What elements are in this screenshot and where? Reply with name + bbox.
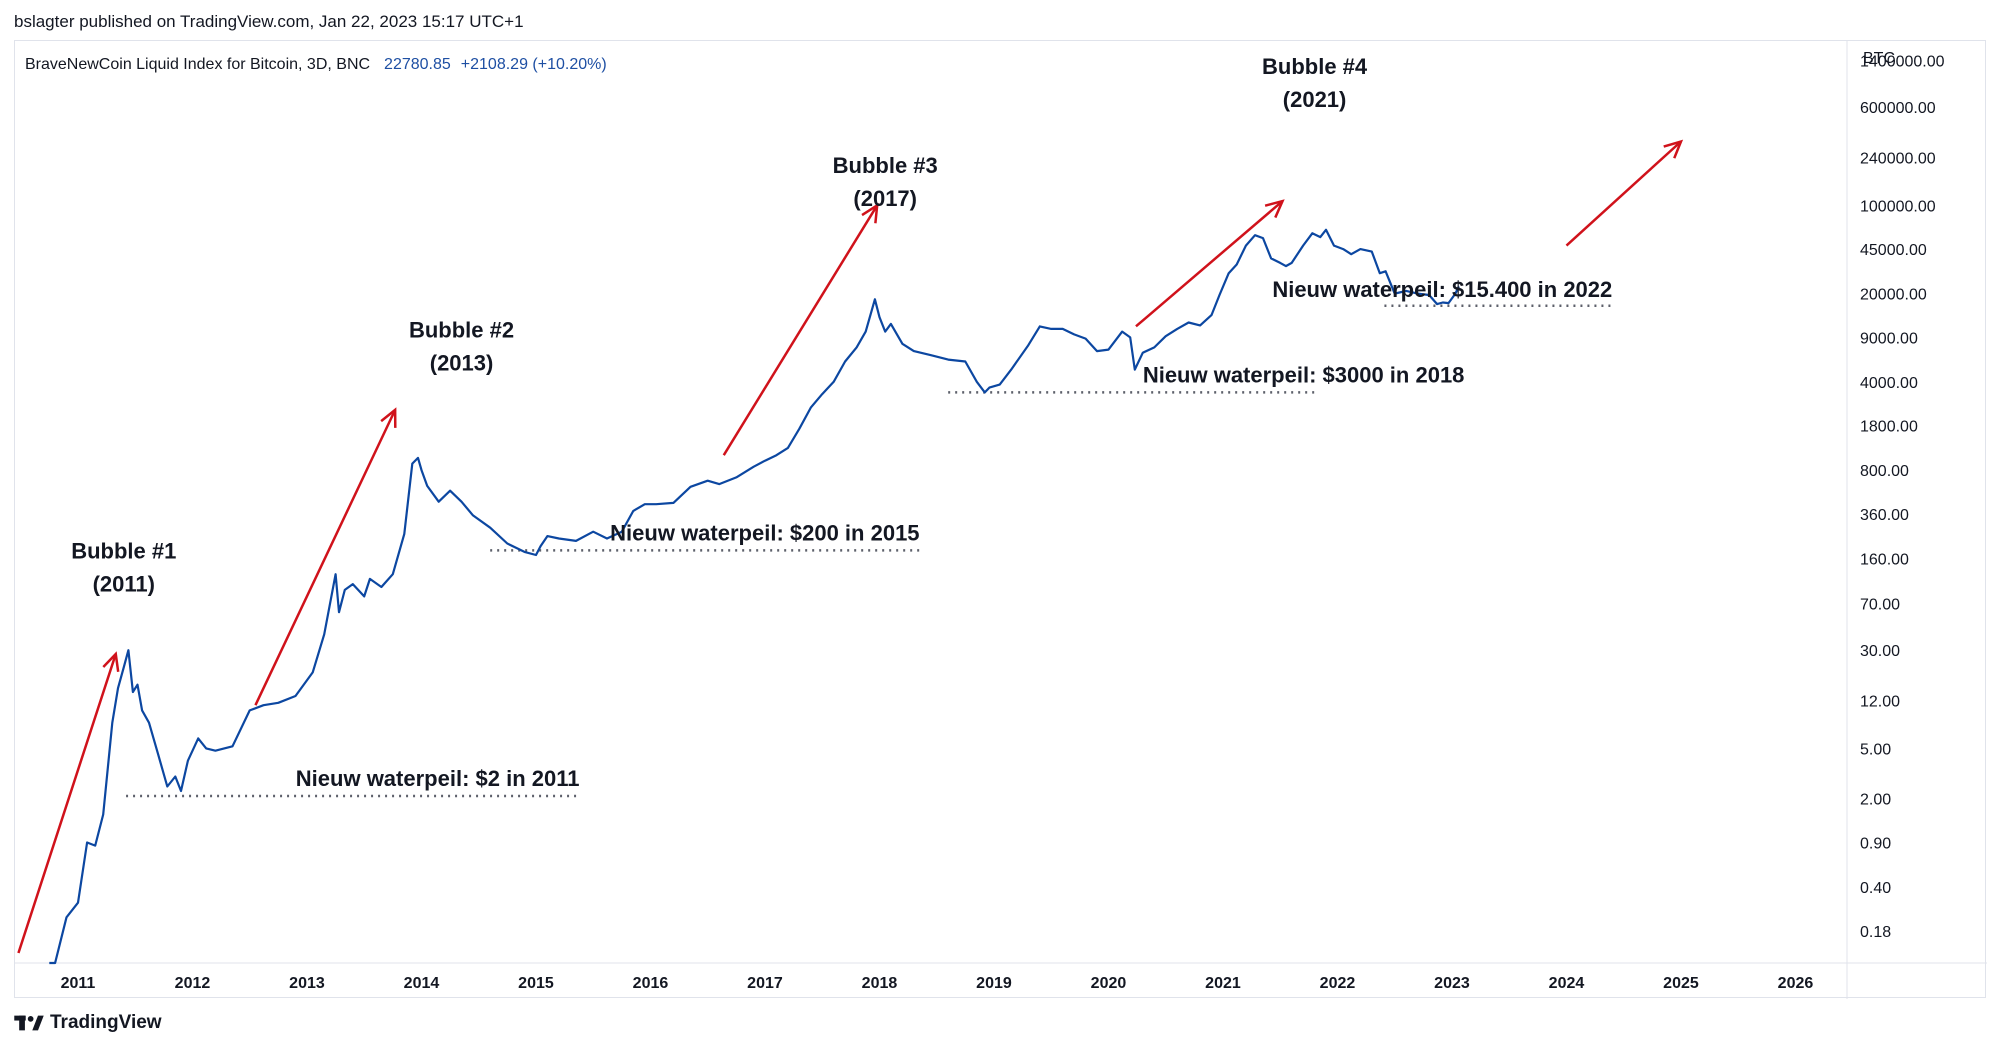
x-tick-label: 2016 [633, 975, 669, 992]
x-tick-label: 2015 [518, 975, 554, 992]
bubble-arrows [17, 139, 1684, 954]
tradingview-logo-icon [14, 1015, 44, 1031]
x-tick-label: 2017 [747, 975, 783, 992]
x-tick-label: 2019 [976, 975, 1012, 992]
x-tick-label: 2025 [1663, 975, 1699, 992]
y-tick-label: 1400000.00 [1860, 54, 1945, 71]
waterline-label: Nieuw waterpeil: $2 in 2011 [296, 766, 580, 791]
y-tick-label: 100000.00 [1860, 198, 1936, 215]
bubble-year: (2017) [853, 186, 917, 211]
bubble-arrow-line [722, 204, 879, 456]
y-tick-label: 4000.00 [1860, 375, 1918, 392]
y-tick-label: 0.90 [1860, 835, 1891, 852]
bubble-arrow-line [1135, 200, 1284, 328]
bubble-arrow-head [380, 407, 397, 428]
price-change: +2108.29 (+10.20%) [461, 56, 607, 73]
price-series-line [49, 228, 1460, 965]
x-tick-label: 2022 [1320, 975, 1356, 992]
y-tick-label: 600000.00 [1860, 100, 1936, 117]
bubble-arrow-head [1663, 139, 1684, 159]
y-tick-label: 45000.00 [1860, 242, 1927, 259]
waterline-label: Nieuw waterpeil: $200 in 2015 [610, 520, 919, 545]
y-tick-label: 70.00 [1860, 597, 1900, 614]
x-axis[interactable]: 2011 2012 2013 2014 2015 2016 2017 2018 2019 2020… [61, 975, 1814, 992]
x-tick-label: 2011 [61, 975, 96, 992]
publisher-line: bslagter published on TradingView.com, J… [14, 12, 524, 31]
x-tick-label: 2021 [1205, 975, 1241, 992]
bubble-arrow-line [17, 653, 117, 954]
annotation-labels: Nieuw waterpeil: $2 in 2011 Nieuw waterpe… [71, 54, 1612, 791]
bubble-title: Bubble #3 [833, 153, 938, 178]
bubble-arrow-head [1264, 199, 1285, 219]
chart-frame: BraveNewCoin Liquid Index for Bitcoin, 3… [14, 40, 1987, 999]
y-tick-label: 240000.00 [1860, 150, 1936, 167]
y-tick-label: 0.40 [1860, 880, 1891, 897]
y-tick-label: 800.00 [1860, 463, 1909, 480]
y-tick-label: 12.00 [1860, 693, 1900, 710]
x-tick-label: 2014 [404, 975, 440, 992]
y-axis[interactable]: 1400000.00 600000.00 240000.00 100000.00 450… [1860, 54, 1945, 941]
bubble-title: Bubble #4 [1262, 54, 1368, 79]
y-tick-label: 2.00 [1860, 792, 1891, 809]
x-tick-label: 2026 [1778, 975, 1814, 992]
x-tick-label: 2018 [862, 975, 898, 992]
bubble-year: (2021) [1283, 87, 1347, 112]
footer-brand-label: TradingView [50, 1012, 162, 1033]
waterline-label: Nieuw waterpeil: $3000 in 2018 [1143, 362, 1465, 387]
y-tick-label: 160.00 [1860, 551, 1909, 568]
bubble-arrow-head [102, 651, 120, 672]
bubble-arrow-head [861, 202, 879, 224]
y-tick-label: 1800.00 [1860, 419, 1918, 436]
y-tick-label: 0.18 [1860, 924, 1891, 941]
y-tick-label: 20000.00 [1860, 287, 1927, 304]
waterline-label: Nieuw waterpeil: $15.400 in 2022 [1272, 277, 1612, 302]
bubble-arrow-line [254, 409, 397, 706]
chart-svg[interactable]: BraveNewCoin Liquid Index for Bitcoin, 3… [15, 41, 1987, 999]
y-tick-label: 9000.00 [1860, 330, 1918, 347]
bubble-year: (2013) [430, 350, 494, 375]
y-tick-label: 5.00 [1860, 741, 1891, 758]
footer-brand[interactable]: TradingView [14, 1012, 162, 1034]
bubble-arrow-line [1565, 140, 1682, 247]
x-tick-label: 2012 [175, 975, 211, 992]
x-tick-label: 2024 [1549, 975, 1585, 992]
last-price: 22780.85 [384, 56, 451, 73]
bubble-title: Bubble #1 [71, 538, 176, 563]
waterlines [126, 304, 1613, 798]
x-tick-label: 2013 [289, 975, 325, 992]
y-tick-label: 360.00 [1860, 507, 1909, 524]
currency-label: BTC [1863, 50, 1895, 67]
x-tick-label: 2020 [1091, 975, 1127, 992]
y-tick-label: 30.00 [1860, 643, 1900, 660]
symbol-title: BraveNewCoin Liquid Index for Bitcoin, 3… [25, 56, 370, 73]
bubble-year: (2011) [93, 571, 155, 596]
x-tick-label: 2023 [1434, 975, 1470, 992]
bubble-title: Bubble #2 [409, 317, 514, 342]
